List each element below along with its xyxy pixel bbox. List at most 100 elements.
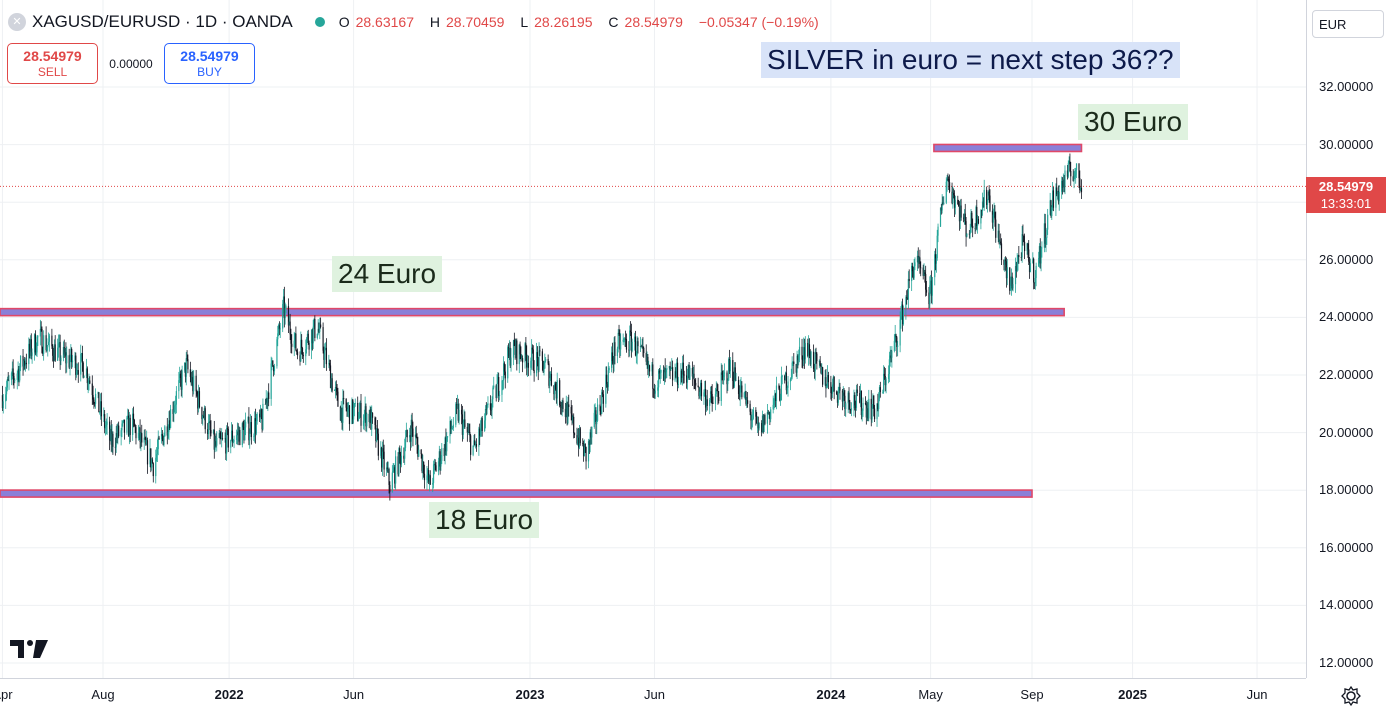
chart-title-annotation[interactable]: SILVER in euro = next step 36?? [761,42,1180,78]
candle-body [310,329,313,350]
candle-body [328,363,330,365]
candle-body [66,355,68,364]
chart-plot-area[interactable] [0,0,1306,678]
sell-button[interactable]: 28.54979 SELL [7,43,98,84]
currency-selector[interactable]: EUR [1312,10,1384,38]
annotation-30-euro[interactable]: 30 Euro [1078,104,1189,140]
candle-body [334,390,336,392]
candle-body [198,391,200,409]
candle-body [876,403,878,420]
candle-body [963,213,966,219]
bar-countdown: 13:33:01 [1320,196,1372,212]
candle-body [239,429,241,445]
candle-body [642,345,644,348]
candle-body [786,387,788,391]
candle-body [94,393,97,404]
candle-body [265,398,267,405]
level-line[interactable] [0,307,1065,317]
candle-body [916,255,919,263]
candle-body [931,277,933,296]
candle-body [444,437,446,457]
symbol-title[interactable]: XAGUSD/EURUSD · 1D · OANDA [32,12,293,31]
annotation-18-euro[interactable]: 18 Euro [429,502,540,538]
candle-body [1021,234,1023,258]
candle-body [1033,282,1036,284]
candle-body [902,309,905,325]
candle-body [911,265,913,282]
candle-body [82,362,84,378]
candle-body [853,395,855,409]
candle-body [411,419,413,429]
level-line[interactable] [933,143,1083,153]
candle-body [1067,163,1069,177]
candle-body [611,352,613,368]
time-axis[interactable]: Apr Aug 2022 Jun 2023 Jun 2024 May Sep 2025 Jun [0,678,1306,718]
candle-body [547,359,549,364]
candle-body [625,339,628,350]
candle-body [104,414,106,429]
candle-body [516,340,518,365]
candle-body [704,389,706,393]
candle-body [847,392,849,404]
candle-body [1000,243,1003,260]
price-chart[interactable] [0,0,1306,678]
candle-body [420,449,422,454]
candle-body [833,376,835,392]
candle-body [262,403,264,430]
buy-button[interactable]: 28.54979 BUY [164,43,255,84]
candle-body [284,308,286,319]
candle-body [473,440,475,446]
candle-body [47,341,50,345]
candle-body [573,433,576,436]
tradingview-logo-icon[interactable] [10,638,50,665]
candle-body [209,421,211,430]
candle-body [953,192,955,196]
candle-body [862,402,864,411]
candle-body [715,389,717,394]
open-label: O [338,14,350,30]
candle-body [135,427,137,439]
settings-gear-icon[interactable] [1340,685,1362,707]
candle-body [410,419,412,442]
price-axis[interactable]: 12.00000 14.00000 16.00000 18.00000 20.00000… [1306,0,1390,678]
candle-body [964,213,966,222]
candle-body [995,219,997,238]
candle-body [948,178,950,183]
annotation-24-euro[interactable]: 24 Euro [332,256,443,292]
candle-body [816,353,818,362]
level-line[interactable] [0,489,1033,498]
candle-body [885,378,887,386]
candle-body [395,456,397,484]
candle-body [590,432,592,438]
candle-body [53,344,55,361]
candle-body [960,205,962,218]
candle-body [658,370,661,374]
candle-body [470,435,472,455]
candle-body [792,361,794,363]
candle-body [670,368,672,370]
candle-body [479,428,481,436]
candle-body [146,440,149,465]
candle-body [1038,246,1041,258]
candle-body [530,360,532,368]
candle-body [92,395,94,400]
candle-body [256,413,258,422]
candle-body [641,345,643,347]
candle-body [434,463,436,466]
candle-body [329,365,332,389]
candle-body [1009,285,1012,291]
candle-body [340,407,342,421]
candle-body [709,391,712,400]
candle-body [290,334,292,344]
candle-body [602,394,604,404]
candle-body [7,379,9,381]
candle-body [461,414,464,435]
candle-body [712,402,714,404]
candle-body [733,367,736,387]
candle-body [149,448,151,465]
candle-body [928,292,930,305]
candle-body [727,380,729,385]
x-circle-icon[interactable]: ✕ [8,13,26,31]
candle-body [549,378,551,386]
candle-body [498,376,500,397]
